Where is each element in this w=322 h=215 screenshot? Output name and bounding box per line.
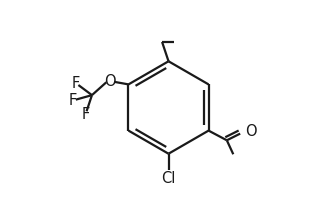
Text: O: O [245, 124, 257, 139]
Text: O: O [104, 74, 116, 89]
Text: F: F [81, 107, 90, 122]
Text: Cl: Cl [161, 171, 176, 186]
Text: F: F [72, 76, 80, 91]
Text: F: F [69, 93, 77, 108]
